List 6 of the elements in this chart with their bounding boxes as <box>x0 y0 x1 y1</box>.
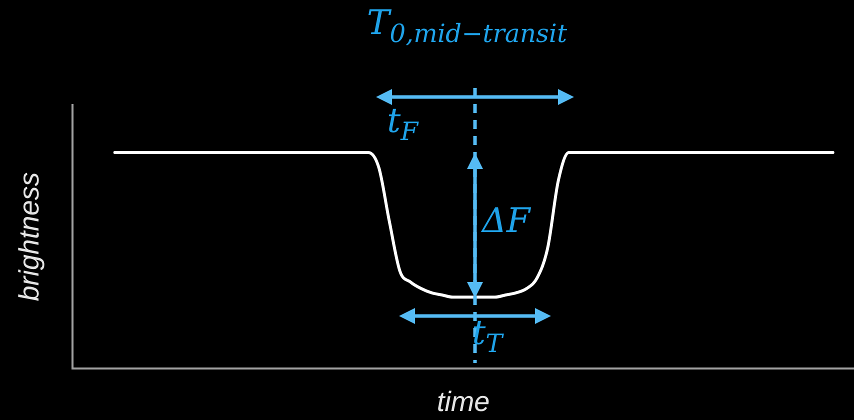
annotation: t$_{T}$ <box>472 313 502 358</box>
text: T$_{0,mid−transit}$ <box>366 3 568 48</box>
text: t$_{F}$ <box>387 101 418 146</box>
annotation: ΔF <box>482 201 530 241</box>
y-axis-title: brightness <box>14 172 45 302</box>
x-axis-title: time <box>436 386 490 417</box>
